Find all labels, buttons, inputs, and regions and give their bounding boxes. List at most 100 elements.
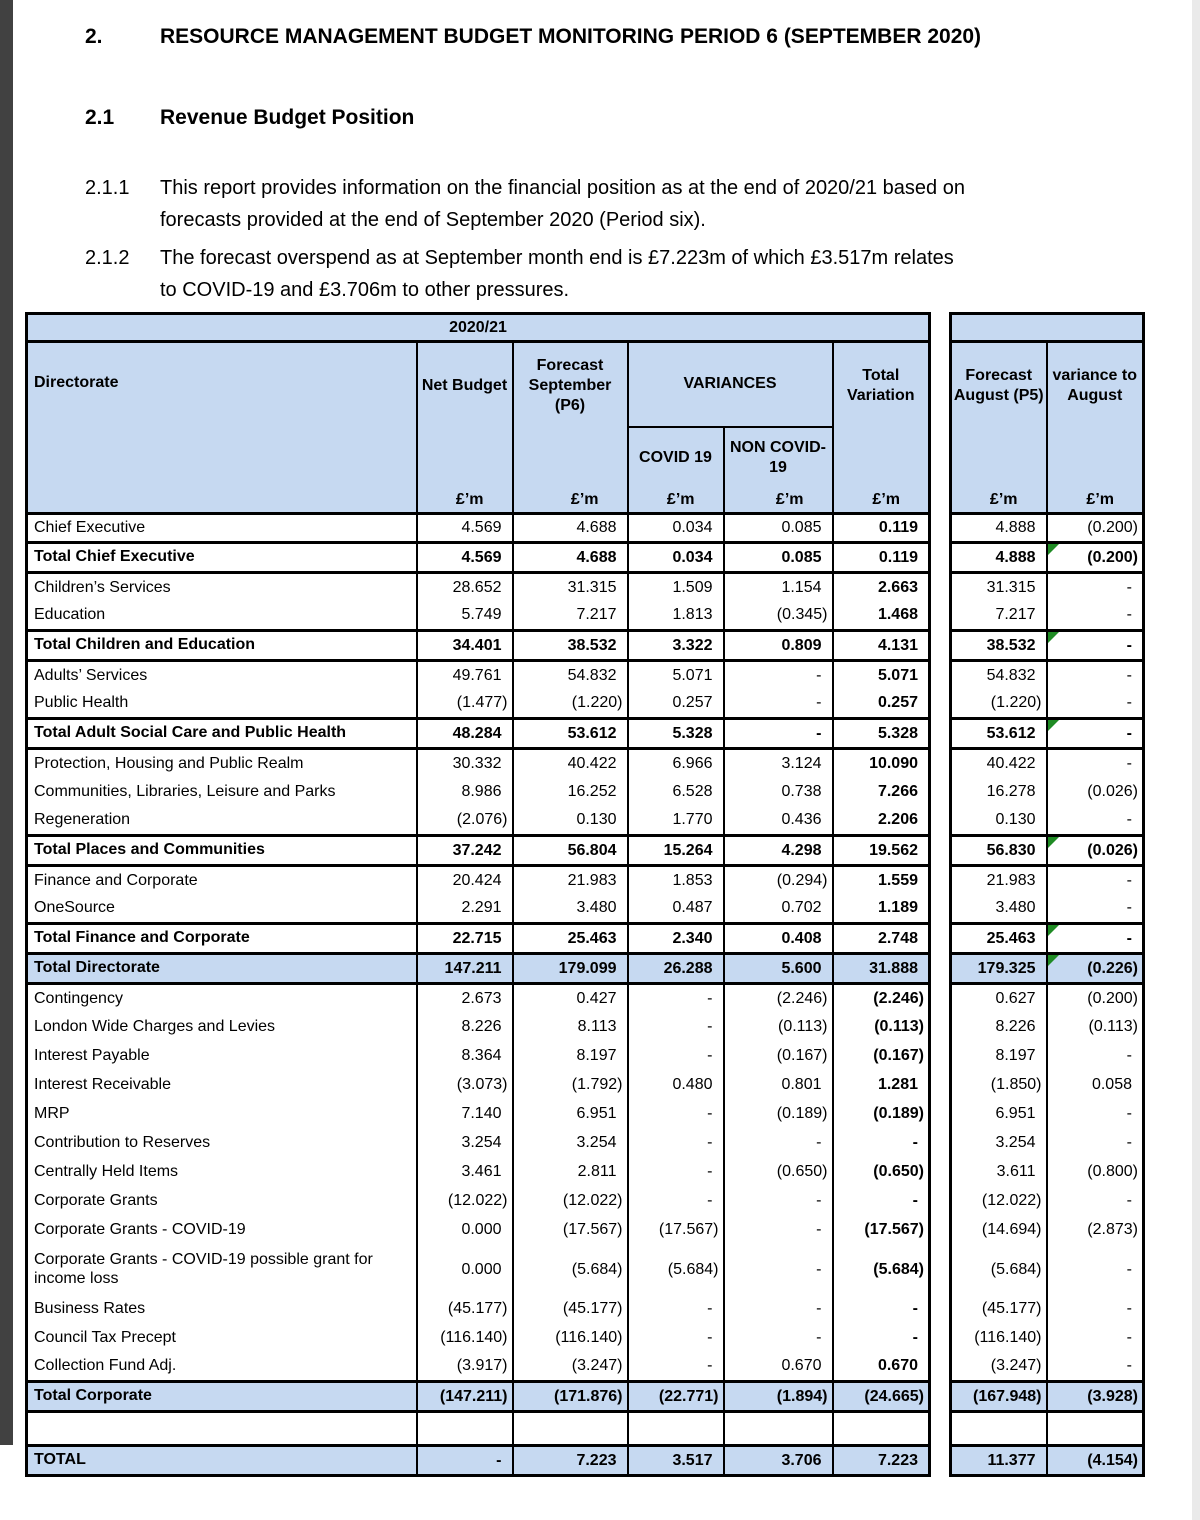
value-cell: -	[723, 660, 834, 690]
value-cell: -	[832, 1186, 931, 1216]
row-label: Contingency	[25, 983, 418, 1013]
value-cell: -	[1046, 1128, 1145, 1158]
value-cell: 0.000	[416, 1215, 514, 1245]
table-row: Council Tax Precept (116.140) (116.140) - - -…	[25, 1323, 1145, 1353]
value-cell: -	[1046, 922, 1145, 955]
value-cell: (116.140)	[949, 1323, 1048, 1353]
subsection-title: Revenue Budget Position	[160, 106, 415, 129]
value-cell: 1.509	[627, 572, 725, 602]
header-covid: COVID 19	[627, 426, 725, 489]
value-cell: (1.220)	[512, 689, 629, 719]
value-cell: 0.000	[416, 1244, 514, 1295]
value-cell: 40.422	[512, 748, 629, 778]
table-gap	[929, 1186, 951, 1216]
table-row: Adults’ Services 49.761 54.832 5.071-5.071 5…	[25, 660, 1145, 690]
row-label: Corporate Grants - COVID-19 possible gra…	[25, 1244, 418, 1295]
value-cell: 147.211	[416, 952, 514, 985]
value-cell: 1.281	[832, 1070, 931, 1100]
value-cell: (5.684)	[627, 1244, 725, 1295]
table-row: Protection, Housing and Public Realm 30.3…	[25, 748, 1145, 778]
unit-label: £’m	[723, 488, 834, 515]
value-cell: 4.888	[949, 513, 1048, 543]
value-cell: -	[627, 1352, 725, 1382]
unit-label: £’m	[627, 488, 725, 515]
value-cell: (167.948)	[949, 1380, 1048, 1413]
value-cell	[949, 1411, 1048, 1446]
value-cell: (0.226)	[1046, 952, 1145, 985]
table-gap	[929, 689, 951, 719]
value-cell: (22.771)	[627, 1380, 725, 1413]
value-cell: 0.809	[723, 629, 834, 662]
value-cell: 6.528	[627, 777, 725, 807]
value-cell: 40.422	[949, 748, 1048, 778]
table-gap	[929, 1099, 951, 1129]
table-gap	[929, 1157, 951, 1187]
table-row: Total Finance and Corporate 22.715 25.463 2…	[25, 922, 1145, 955]
value-cell: 1.853	[627, 865, 725, 895]
value-cell: (3.247)	[949, 1352, 1048, 1382]
table-gap	[929, 865, 951, 895]
value-cell: (17.567)	[512, 1215, 629, 1245]
value-cell: -	[832, 1294, 931, 1324]
value-cell: 0.670	[723, 1352, 834, 1382]
value-cell: 38.532	[949, 629, 1048, 662]
value-cell: 21.983	[949, 865, 1048, 895]
value-cell: 2.340	[627, 922, 725, 955]
value-cell: 0.480	[627, 1070, 725, 1100]
value-cell: 0.119	[832, 541, 931, 574]
value-cell: -	[627, 1041, 725, 1071]
value-cell	[627, 1411, 725, 1446]
table-row: Total Chief Executive 4.569 4.688 0.034 0.08…	[25, 541, 1145, 574]
row-label: Public Health	[25, 689, 418, 719]
table-row: Regeneration (2.076) 0.130 1.770 0.436 2.206 0…	[25, 806, 1145, 836]
value-cell: 28.652	[416, 572, 514, 602]
row-label: Interest Payable	[25, 1041, 418, 1071]
value-cell: 3.517	[627, 1444, 725, 1477]
row-label: Council Tax Precept	[25, 1323, 418, 1353]
value-cell: -	[1046, 660, 1145, 690]
row-label: Contribution to Reserves	[25, 1128, 418, 1158]
value-cell: -	[627, 1128, 725, 1158]
table-row: Education 5.749 7.217 1.813 (0.345) 1.468 7.21…	[25, 601, 1145, 631]
row-label: MRP	[25, 1099, 418, 1129]
value-cell: 3.461	[416, 1157, 514, 1187]
scan-edge-strip-right	[1192, 0, 1200, 1520]
value-cell: 10.090	[832, 748, 931, 778]
value-cell: (0.189)	[832, 1099, 931, 1129]
value-cell: (116.140)	[512, 1323, 629, 1353]
value-cell: 2.291	[416, 894, 514, 924]
value-cell: (12.022)	[512, 1186, 629, 1216]
table-row: Corporate Grants - COVID-19 0.000 (17.567)…	[25, 1215, 1145, 1245]
row-label: Total Adult Social Care and Public Healt…	[25, 717, 418, 750]
table-gap	[929, 1411, 951, 1446]
row-label: London Wide Charges and Levies	[25, 1012, 418, 1042]
table-gap	[929, 1128, 951, 1158]
value-cell: 56.830	[949, 834, 1048, 867]
value-cell: (5.684)	[832, 1244, 931, 1295]
table-gap	[929, 923, 951, 954]
value-cell: 1.189	[832, 894, 931, 924]
value-cell: 3.254	[416, 1128, 514, 1158]
value-cell: 2.673	[416, 983, 514, 1013]
unit-label: £’m	[949, 488, 1048, 515]
paragraph-text: The forecast overspend as at September m…	[160, 247, 954, 301]
table-row: Interest Payable 8.364 8.197- (0.167) (0.167…	[25, 1041, 1145, 1071]
paragraph-number: 2.1.1	[85, 177, 130, 199]
value-cell: 8.197	[949, 1041, 1048, 1071]
value-cell: -	[1046, 717, 1145, 750]
table-row: Total Children and Education 34.401 38.532…	[25, 629, 1145, 662]
value-cell: -	[723, 689, 834, 719]
value-cell: (5.684)	[949, 1244, 1048, 1295]
value-cell: 6.966	[627, 748, 725, 778]
table-gap	[929, 542, 951, 573]
table-gap	[929, 894, 951, 924]
value-cell: 0.058	[1046, 1070, 1145, 1100]
row-label: Regeneration	[25, 806, 418, 836]
value-cell: (1.850)	[949, 1070, 1048, 1100]
value-cell: 54.832	[949, 660, 1048, 690]
value-cell: 48.284	[416, 717, 514, 750]
value-cell: 25.463	[512, 922, 629, 955]
row-label: Communities, Libraries, Leisure and Park…	[25, 777, 418, 807]
header-non-covid: NON COVID-19	[723, 426, 834, 489]
row-label: Corporate Grants - COVID-19	[25, 1215, 418, 1245]
